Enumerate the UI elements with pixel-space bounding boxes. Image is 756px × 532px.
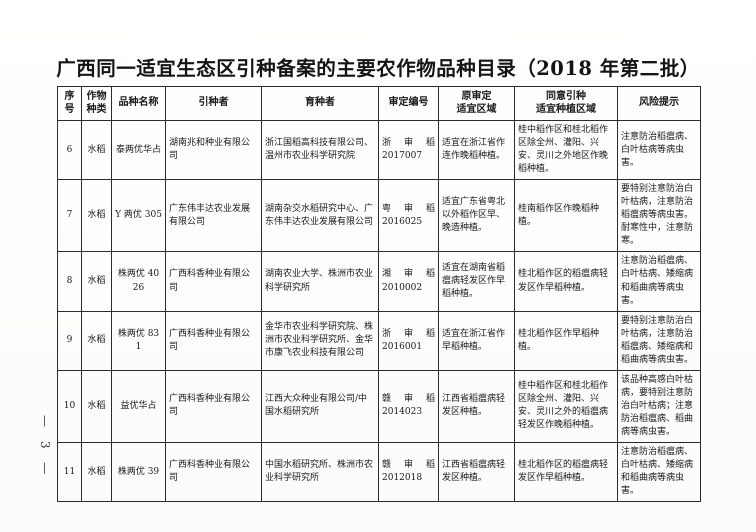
column-header-agreed-region-line2: 适宜种植区域 — [536, 103, 596, 115]
column-header-original-region: 原审定 适宜区域 — [438, 86, 515, 121]
cell-introducer: 广西科香种业有限公司 — [165, 369, 262, 444]
cell-code-head: 赣审稻 — [382, 460, 435, 471]
cell-introducer: 湖南兆和种业有限公司 — [165, 119, 262, 181]
cell-risk: 注意防治稻瘟病、白叶枯病等病虫害。 — [617, 119, 701, 181]
cell-code-number: 2012018 — [382, 473, 423, 484]
cell-code-number: 2016001 — [382, 341, 423, 352]
variety-catalog-table: 序 号 作物 种类 品种名称 引种者 育种者 审定编号 原审定 适宜区域 同意引… — [57, 86, 701, 503]
cell-code: 浙审稻 2017007 — [378, 119, 439, 181]
column-header-seq-line2: 号 — [64, 103, 75, 115]
cell-crop: 水稻 — [81, 369, 112, 444]
cell-risk: 注意防治稻瘟病、白叶枯病、矮缩病和稻曲病等病虫害。 — [617, 251, 701, 312]
cell-variety: 株两优 831 — [111, 310, 166, 371]
column-header-crop-line2: 种类 — [86, 103, 107, 115]
column-header-seq: 序 号 — [57, 86, 82, 121]
cell-code-head: 浙审稻 — [382, 328, 435, 339]
cell-original-region: 适宜在湖南省稻瘟病轻发区作早稻种植。 — [438, 251, 515, 312]
table-row: 8 水稻 株两优 4026 广西科香种业有限公司 湖南农业大学、株洲市农业科学研… — [57, 251, 701, 312]
cell-agreed-region: 桂中稻作区和桂北稻作区除全州、灌阳、兴安、灵川之外地区作晚稻种植。 — [514, 119, 618, 181]
table-row: 7 水稻 Y 两优 305 广东伟丰达农业发展有限公司 湖南杂交水稻研究中心、广… — [57, 179, 701, 253]
column-header-risk: 风险提示 — [617, 86, 701, 121]
cell-introducer: 广西科香种业有限公司 — [165, 310, 262, 371]
cell-crop: 水稻 — [81, 119, 112, 181]
table-row: 9 水稻 株两优 831 广西科香种业有限公司 金华市农业科学研究院、株洲市农业… — [57, 310, 701, 371]
cell-code: 浙审稻 2016001 — [378, 310, 439, 371]
column-header-code: 审定编号 — [378, 86, 439, 121]
cell-seq: 7 — [57, 179, 82, 253]
cell-variety: 益优华占 — [111, 369, 166, 444]
cell-original-region: 适宜在浙江省作连作晚稻种植。 — [438, 119, 515, 181]
cell-breeder: 湖南农业大学、株洲市农业科学研究所 — [261, 251, 379, 312]
cell-code-head: 粤审稻 — [382, 203, 435, 214]
cell-agreed-region: 桂北稻作区作早稻种植。 — [514, 310, 618, 371]
table-header: 序 号 作物 种类 品种名称 引种者 育种者 审定编号 原审定 适宜区域 同意引… — [57, 86, 701, 121]
column-header-variety: 品种名称 — [111, 86, 166, 121]
cell-breeder: 中国水稻研究所、株洲市农业科学研究所 — [261, 442, 379, 503]
cell-agreed-region: 桂南稻作区作晚稻种植。 — [514, 179, 618, 253]
cell-code-number: 2010002 — [382, 282, 423, 293]
table-row: 10 水稻 益优华占 广西科香种业有限公司 江西大众种业有限公司/中国水稻研究所… — [57, 369, 701, 444]
cell-crop: 水稻 — [81, 442, 112, 503]
cell-seq: 11 — [57, 442, 82, 503]
cell-seq: 10 — [57, 369, 82, 444]
cell-code: 赣审稻 2012018 — [378, 442, 439, 503]
cell-original-region: 江西省稻瘟病轻发区种植。 — [438, 369, 515, 444]
cell-crop: 水稻 — [81, 251, 112, 312]
cell-code-number: 2014023 — [382, 407, 423, 418]
column-header-crop-line1: 作物 — [86, 91, 107, 102]
table-header-row: 序 号 作物 种类 品种名称 引种者 育种者 审定编号 原审定 适宜区域 同意引… — [57, 86, 701, 121]
cell-code-number: 2017007 — [382, 151, 423, 162]
table-body: 6 水稻 泰两优华占 湖南兆和种业有限公司 浙江国稻高科技有限公司、温州市农业科… — [57, 119, 701, 503]
column-header-introducer: 引种者 — [165, 86, 262, 121]
cell-variety: 泰两优华占 — [111, 119, 166, 181]
cell-seq: 8 — [57, 251, 82, 312]
column-header-original-region-line1: 原审定 — [461, 91, 492, 102]
cell-breeder: 浙江国稻高科技有限公司、温州市农业科学研究院 — [261, 119, 379, 181]
column-header-original-region-line2: 适宜区域 — [456, 103, 497, 115]
cell-code-head: 浙审稻 — [382, 138, 435, 149]
cell-variety: Y 两优 305 — [111, 179, 166, 253]
cell-code-number: 2016025 — [382, 216, 423, 227]
cell-original-region: 适宜在浙江省作早稻种植。 — [438, 310, 515, 371]
cell-code-head: 赣审稻 — [382, 394, 435, 405]
cell-introducer: 广西科香种业有限公司 — [165, 442, 262, 503]
cell-code-head: 湘审稻 — [382, 269, 435, 280]
cell-risk: 要特别注意防治白叶枯病，注意防治稻瘟病等病虫害。耐寒性中，注意防寒。 — [617, 179, 701, 253]
column-header-agreed-region: 同意引种 适宜种植区域 — [514, 86, 618, 121]
cell-risk: 该品种高感白叶枯病，要特别注意防治白叶枯病；注意防治稻瘟病、稻曲病等病虫害。 — [617, 369, 701, 444]
cell-variety: 株两优 39 — [111, 442, 166, 503]
cell-agreed-region: 桂北稻作区的稻瘟病轻发区作早稻种植。 — [514, 442, 618, 503]
column-header-breeder: 育种者 — [261, 86, 379, 121]
cell-introducer: 广西科香种业有限公司 — [165, 251, 262, 312]
page-title: 广西同一适宜生态区引种备案的主要农作物品种目录（2018 年第二批） — [56, 57, 700, 80]
cell-variety: 株两优 4026 — [111, 251, 166, 312]
cell-code: 粤审稻 2016025 — [378, 179, 439, 253]
cell-seq: 9 — [57, 310, 82, 371]
cell-crop: 水稻 — [81, 179, 112, 253]
column-header-agreed-region-line1: 同意引种 — [546, 91, 586, 102]
cell-seq: 6 — [57, 119, 82, 181]
cell-original-region: 江西省稻瘟病轻发区种植。 — [438, 442, 515, 503]
column-header-seq-line1: 序 — [64, 91, 75, 102]
cell-risk: 要特别注意防治白叶枯病，注意防治稻瘟病、矮缩病和稻曲病等病虫害。 — [617, 310, 701, 371]
cell-code: 赣审稻 2014023 — [378, 369, 439, 444]
cell-breeder: 湖南杂交水稻研究中心、广东伟丰达农业发展有限公司 — [261, 179, 379, 253]
cell-original-region: 适宜广东省粤北以外稻作区早、晚造种植。 — [438, 179, 515, 253]
cell-code: 湘审稻 2010002 — [378, 251, 439, 312]
cell-introducer: 广东伟丰达农业发展有限公司 — [165, 179, 262, 253]
cell-breeder: 江西大众种业有限公司/中国水稻研究所 — [261, 369, 379, 444]
table-row: 6 水稻 泰两优华占 湖南兆和种业有限公司 浙江国稻高科技有限公司、温州市农业科… — [57, 119, 701, 181]
column-header-crop: 作物 种类 — [81, 86, 112, 121]
cell-risk: 注意防治稻瘟病、白叶枯病、矮缩病和稻曲病等病虫害。 — [617, 442, 701, 503]
page-number: — 3 — — [38, 415, 52, 480]
table-row: 11 水稻 株两优 39 广西科香种业有限公司 中国水稻研究所、株洲市农业科学研… — [57, 442, 701, 503]
cell-breeder: 金华市农业科学研究院、株洲市农业科学研究所、金华市康飞农业科技有限公司 — [261, 310, 379, 371]
cell-crop: 水稻 — [81, 310, 112, 371]
cell-agreed-region: 桂北稻作区的稻瘟病轻发区作早稻种植。 — [514, 251, 618, 312]
cell-agreed-region: 桂中稻作区和桂北稻作区除全州、灌阳、兴安、灵川之外的稻瘟病轻发区作晚稻种植。 — [514, 369, 618, 444]
